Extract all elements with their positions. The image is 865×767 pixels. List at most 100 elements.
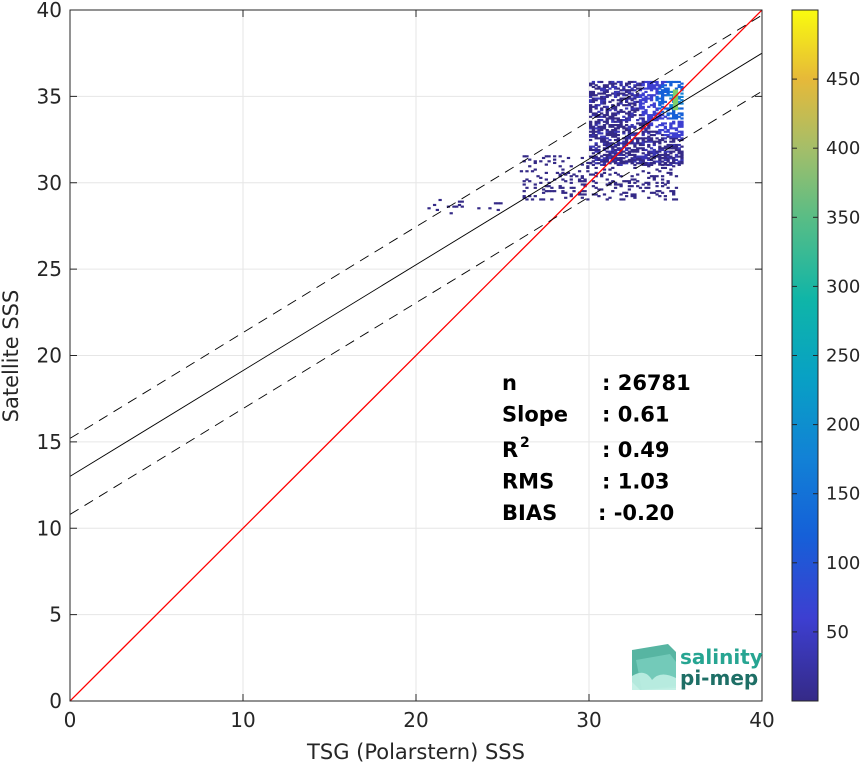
density-cell [586, 165, 590, 168]
density-cell [680, 124, 684, 127]
density-cell [644, 186, 648, 189]
density-cell [641, 102, 645, 105]
density-cell [655, 185, 659, 188]
density-cell [641, 97, 645, 100]
density-cell [630, 92, 634, 95]
density-cell [669, 90, 673, 94]
density-cell [658, 190, 662, 193]
density-cell [597, 85, 601, 89]
density-cell [619, 193, 623, 196]
density-cell [672, 145, 676, 148]
density-cell [638, 117, 643, 120]
density-cell [666, 128, 670, 132]
density-cell [649, 161, 654, 165]
density-cell [680, 120, 684, 123]
density-cell [663, 87, 668, 90]
density-cell [613, 148, 618, 152]
density-cell [544, 185, 548, 188]
density-cell [652, 104, 656, 107]
density-cell [641, 119, 645, 122]
density-cell [677, 112, 681, 115]
density-cell [680, 122, 684, 125]
density-cell [622, 162, 626, 165]
density-cell [597, 110, 601, 113]
density-cell [594, 166, 598, 170]
density-cell [594, 130, 598, 133]
density-cell [636, 109, 640, 112]
density-cell [589, 92, 593, 95]
density-cell [666, 130, 670, 133]
density-cell [564, 196, 568, 199]
density-cell [619, 156, 623, 160]
density-cell [457, 200, 462, 203]
density-cell [677, 125, 681, 128]
density-cell [622, 85, 626, 89]
density-cell [652, 191, 656, 194]
density-cell [666, 180, 670, 183]
y-tick-label: 0 [49, 689, 62, 713]
density-cell [627, 115, 632, 118]
density-cell [589, 84, 593, 87]
density-cell [680, 87, 684, 90]
density-cell [660, 148, 665, 152]
density-cell [602, 142, 607, 145]
density-cell [627, 160, 632, 163]
density-cell [669, 135, 673, 138]
density-cell [522, 190, 526, 193]
density-cell [624, 104, 629, 107]
density-cell [594, 186, 598, 189]
density-cell [638, 104, 643, 107]
density-cell [677, 135, 681, 138]
density-cell [624, 128, 629, 132]
density-cell [660, 124, 665, 127]
density-cell [649, 124, 654, 127]
density-cell [680, 152, 684, 155]
density-cell [627, 80, 632, 84]
density-cell [597, 120, 601, 123]
density-cell [613, 127, 618, 130]
density-cell [589, 173, 593, 176]
density-cell [619, 119, 623, 122]
density-cell [493, 202, 498, 205]
stat-label: R [502, 438, 518, 462]
density-cell [627, 90, 632, 94]
density-cell [630, 150, 634, 153]
density-cell [594, 104, 598, 107]
density-cell [608, 152, 612, 155]
density-cell [649, 80, 654, 84]
density-cell [655, 115, 659, 118]
density-cell [627, 117, 632, 120]
density-cell [660, 95, 665, 98]
x-tick-label: 10 [230, 708, 255, 732]
density-cell [619, 183, 623, 186]
density-cell [589, 130, 593, 133]
density-cell [663, 127, 668, 130]
density-cell [624, 112, 629, 115]
density-cell [594, 105, 598, 108]
density-cell [655, 89, 659, 92]
density-cell [660, 137, 665, 140]
density-cell [669, 117, 673, 120]
density-cell [594, 147, 598, 150]
density-cell [589, 94, 593, 97]
density-cell [660, 102, 665, 105]
density-cell [519, 170, 524, 173]
density-cell [680, 158, 684, 161]
density-cell [658, 150, 662, 153]
density-peak-cell [672, 89, 679, 111]
density-cell [669, 171, 673, 174]
density-cell [644, 87, 648, 90]
density-cell [680, 130, 684, 133]
density-cell [680, 114, 684, 117]
density-cell [641, 110, 645, 113]
density-cell [652, 87, 656, 90]
density-cell [605, 178, 609, 181]
density-cell [658, 163, 662, 166]
density-cell [666, 186, 670, 189]
density-cell [636, 157, 640, 160]
density-cell [630, 133, 634, 137]
density-cell [669, 137, 673, 140]
density-cell [533, 160, 537, 163]
density-cell [602, 140, 607, 143]
density-cell [611, 142, 615, 145]
